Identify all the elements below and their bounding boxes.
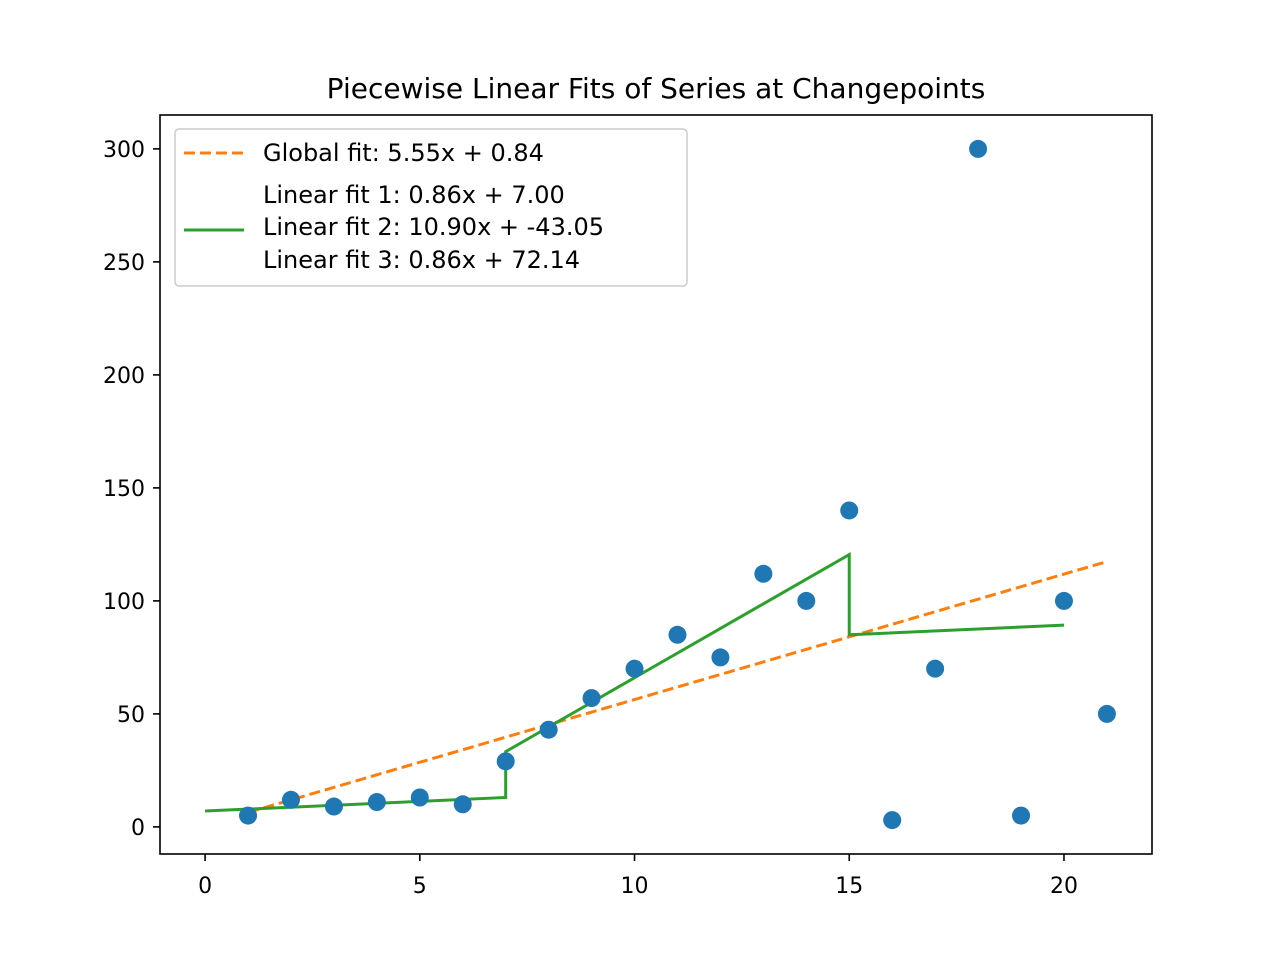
scatter-point-5 [410,788,429,807]
y-tick-label-100: 100 [103,590,145,615]
scatter-point-13 [754,564,773,583]
global-fit-layer [247,560,1108,814]
x-tick-label-10: 10 [621,874,649,899]
axes-frame [159,114,1153,855]
y-tick-label-150: 150 [103,477,145,502]
y-tick-label-50: 50 [117,703,145,728]
scatter-point-17 [926,659,945,678]
scatter-point-16 [883,811,902,830]
axes [159,114,1153,855]
global-fit-line [247,560,1108,814]
scatter-point-14 [797,591,816,610]
scatter-point-21 [1097,704,1116,723]
scatter-point-4 [367,793,386,812]
scatter-point-12 [711,648,730,667]
x-tick-label-5: 5 [413,874,427,899]
scatter-points [239,139,1116,830]
scatter-point-7 [496,752,515,771]
legend-frame [174,128,688,287]
scatter-point-10 [625,659,644,678]
y-tick-label-300: 300 [103,138,145,163]
scatter-point-8 [539,720,558,739]
x-tick-label-15: 15 [835,874,863,899]
x-tick-label-0: 0 [198,874,212,899]
legend-segment-fit-2-label: Linear fit 2: 10.90x + -43.05 [263,213,604,241]
y-tick-label-250: 250 [103,251,145,276]
scatter-point-1 [239,806,258,825]
scatter-point-18 [969,139,988,158]
legend-global-fit-label: Global fit: 5.55x + 0.84 [263,139,544,167]
legend: Global fit: 5.55x + 0.84 Linear fit 1: 0… [174,128,688,287]
legend-segment-fit-1-label: Linear fit 1: 0.86x + 7.00 [263,181,565,209]
x-tick-label-20: 20 [1050,874,1078,899]
scatter-point-3 [324,797,343,816]
scatter-point-2 [281,790,300,809]
scatter-point-6 [453,795,472,814]
y-tick-label-200: 200 [103,364,145,389]
scatter-point-20 [1054,591,1073,610]
scatter-point-19 [1012,806,1031,825]
scatter-point-9 [582,689,601,708]
legend-segment-fit-3-label: Linear fit 3: 0.86x + 72.14 [263,246,580,274]
y-tick-label-0: 0 [131,816,145,841]
chart-title: Piecewise Linear Fits of Series at Chang… [327,72,986,105]
scatter-point-11 [668,625,687,644]
scatter-point-15 [840,501,859,520]
